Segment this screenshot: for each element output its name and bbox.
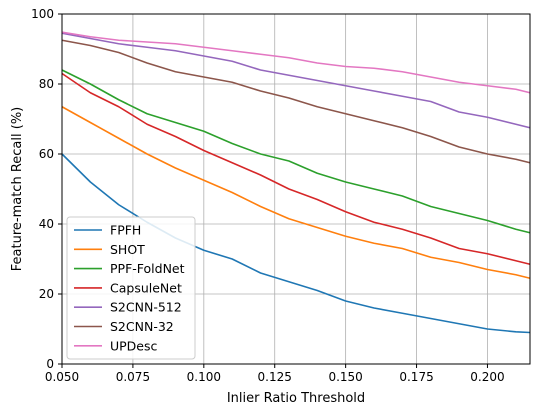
y-axis-label: Feature-match Recall (%) (10, 107, 25, 271)
legend-label-ppf-foldnet: PPF-FoldNet (110, 261, 185, 276)
x-tick-label: 0.075 (116, 370, 150, 384)
y-tick-label: 40 (39, 217, 54, 231)
series-line-capsulenet (61, 72, 531, 266)
legend-box (66, 216, 196, 360)
y-tick-label: 20 (39, 287, 54, 301)
series-line-ppf-foldnet (61, 69, 531, 234)
series-line-s2cnn-32 (61, 39, 531, 164)
x-tick-label: 0.200 (470, 370, 504, 384)
x-axis: 0.050 0.075 0.100 0.125 0.150 0.175 0.200 (45, 364, 505, 384)
y-tick-label: 100 (31, 7, 54, 21)
y-tick-label: 80 (39, 77, 54, 91)
legend-label-s2cnn-512: S2CNN-512 (110, 300, 182, 315)
x-axis-label: Inlier Ratio Threshold (227, 391, 365, 406)
legend-label-updesc: UPDesc (110, 338, 158, 353)
legend-items: FPFH SHOT PPF-FoldNet CapsuleNet S2CNN-512 S2… (74, 223, 185, 353)
x-tick-label: 0.050 (45, 370, 79, 384)
series-line-shot (61, 106, 531, 280)
legend-label-shot: SHOT (110, 242, 145, 257)
x-tick-label: 0.100 (187, 370, 221, 384)
y-tick-label: 0 (46, 357, 54, 371)
legend: FPFH SHOT PPF-FoldNet CapsuleNet S2CNN-512 S2… (66, 216, 196, 360)
series-line-s2cnn-512 (61, 32, 531, 129)
y-axis: 0 20 40 60 80 100 (31, 7, 62, 371)
y-tick-label: 60 (39, 147, 54, 161)
legend-label-fpfh: FPFH (110, 223, 141, 238)
x-tick-label: 0.150 (328, 370, 362, 384)
plot-frame (61, 13, 531, 365)
legend-label-capsulenet: CapsuleNet (110, 280, 182, 295)
x-tick-label: 0.175 (399, 370, 433, 384)
legend-label-s2cnn-32: S2CNN-32 (110, 319, 174, 334)
series-line-updesc (61, 31, 531, 94)
x-tick-label: 0.125 (258, 370, 292, 384)
